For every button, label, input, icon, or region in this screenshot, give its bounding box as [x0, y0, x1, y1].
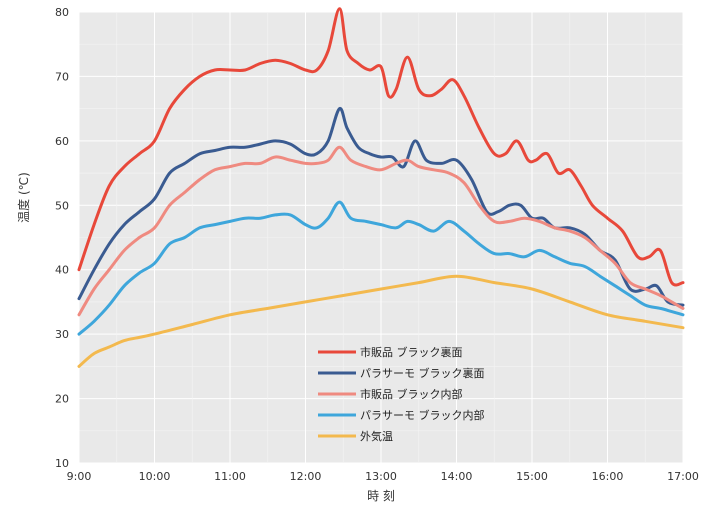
- series-lines: [77, 7, 685, 368]
- y-tick-label: 50: [55, 199, 69, 212]
- x-tick-label: 11:00: [214, 470, 246, 483]
- y-tick-label: 30: [55, 328, 69, 341]
- y-tick-label: 20: [55, 393, 69, 406]
- series-line-4: [77, 200, 685, 336]
- x-tick-label: 9:00: [67, 470, 92, 483]
- series-line-3: [77, 145, 685, 317]
- x-tick-label: 17:00: [667, 470, 699, 483]
- x-tick-label: 15:00: [516, 470, 548, 483]
- legend-item-3: 市販品 ブラック内部: [318, 387, 463, 401]
- y-tick-label: 10: [55, 457, 69, 470]
- x-tick-label: 10:00: [139, 470, 171, 483]
- y-tick-label: 60: [55, 135, 69, 148]
- legend-label: パラサーモ ブラック裏面: [360, 366, 485, 380]
- x-tick-label: 14:00: [441, 470, 473, 483]
- y-tick-label: 40: [55, 264, 69, 277]
- legend-item-4: パラサーモ ブラック内部: [318, 408, 485, 422]
- legend-item-1: 市販品 ブラック裏面: [318, 345, 463, 359]
- grid-lines: [78, 11, 684, 464]
- legend-label: パラサーモ ブラック内部: [360, 408, 485, 422]
- y-tick-label: 70: [55, 70, 69, 83]
- x-axis-title: 時 刻: [367, 489, 395, 503]
- legend-label: 市販品 ブラック内部: [360, 387, 463, 401]
- y-tick-label: 80: [55, 6, 69, 19]
- x-tick-label: 16:00: [592, 470, 624, 483]
- legend-item-2: パラサーモ ブラック裏面: [318, 366, 485, 380]
- series-line-1: [77, 7, 685, 287]
- legend-item-5: 外気温: [318, 429, 393, 443]
- legend-label: 外気温: [360, 429, 393, 443]
- x-tick-label: 12:00: [290, 470, 322, 483]
- legend-label: 市販品 ブラック裏面: [360, 345, 463, 359]
- tick-labels: 10 20 30 40 50 60 70 80 9:00 10:00 11:00 12:00 13:00…: [55, 6, 699, 483]
- series-line-2: [77, 107, 685, 307]
- series-line-5: [77, 274, 685, 368]
- x-tick-label: 13:00: [365, 470, 397, 483]
- y-axis-title: 温度 (℃): [16, 172, 31, 223]
